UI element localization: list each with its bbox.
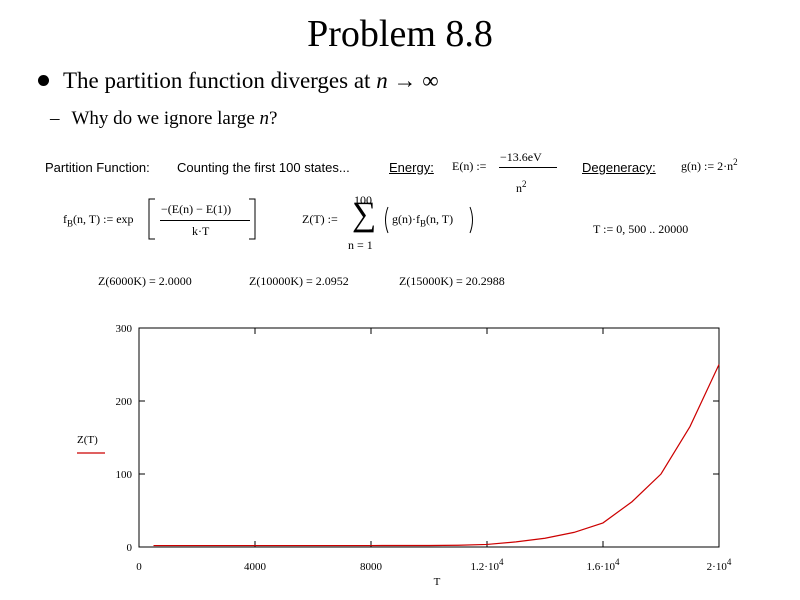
bullet-var-n: n bbox=[376, 68, 388, 93]
sum-symbol: ∑ bbox=[352, 196, 377, 233]
fb-numerator: −(E(n) − E(1)) bbox=[161, 202, 232, 216]
x-tick-label-16000: 1.6·104 bbox=[587, 557, 620, 573]
sub-bullet-question: ? bbox=[269, 108, 278, 129]
fb-denominator: k·T bbox=[192, 224, 210, 238]
result-z-10000: Z(10000K) = 2.0952 bbox=[249, 274, 349, 288]
sum-body: g(n)·fB(n, T) bbox=[392, 212, 454, 229]
energy-fraction-bar bbox=[499, 167, 557, 168]
result-z-6000: Z(6000K) = 2.0000 bbox=[98, 274, 192, 288]
fb-lhs: fB(n, T) := exp bbox=[63, 212, 134, 229]
sum-body-parens bbox=[385, 206, 473, 234]
slide-title: Problem 8.8 bbox=[307, 13, 493, 55]
partition-function-plot: 0 100 200 300 0 4000 8000 1.2·104 1.6·104 2·104 T Z… bbox=[77, 323, 732, 588]
sub-bullet-var-n: n bbox=[259, 108, 270, 129]
fb-fraction-bar bbox=[160, 220, 250, 221]
series-line-z bbox=[153, 364, 720, 547]
energy-lhs: E(n) := bbox=[452, 159, 487, 173]
result-z-15000: Z(15000K) = 20.2988 bbox=[399, 274, 505, 288]
energy-denominator: n2 bbox=[516, 179, 527, 195]
plot-frame bbox=[138, 327, 720, 548]
legend-label-z: Z(T) bbox=[77, 434, 98, 446]
energy-label: Energy: bbox=[389, 160, 434, 175]
sub-bullet-line: – Why do we ignore large n? bbox=[50, 108, 277, 130]
x-tick-label-8000: 8000 bbox=[360, 561, 383, 573]
x-tick-label-4000: 4000 bbox=[244, 561, 267, 573]
counting-states-label: Counting the first 100 states... bbox=[177, 160, 350, 175]
x-axis-label: T bbox=[434, 576, 441, 588]
y-tick-label-200: 200 bbox=[116, 396, 133, 408]
partition-function-label: Partition Function: bbox=[45, 160, 150, 175]
y-tick-label-300: 300 bbox=[116, 323, 133, 335]
t-range: T := 0, 500 .. 20000 bbox=[593, 222, 689, 236]
bullet-dot-icon bbox=[38, 75, 49, 87]
arrow-icon: → bbox=[393, 68, 417, 93]
x-tick-label-0: 0 bbox=[136, 561, 142, 573]
y-tick-label-100: 100 bbox=[116, 469, 133, 481]
sub-bullet-text: Why do we ignore large bbox=[71, 108, 255, 129]
z-lhs: Z(T) := bbox=[302, 212, 338, 226]
sum-upper-limit: 100 bbox=[354, 193, 372, 207]
infinity-symbol: ∞ bbox=[422, 68, 439, 93]
y-tick-label-0: 0 bbox=[127, 542, 133, 554]
sub-bullet-dash: – bbox=[50, 108, 60, 129]
bullet-line: The partition function diverges at n → ∞ bbox=[38, 68, 439, 94]
degeneracy-label: Degeneracy: bbox=[582, 160, 656, 175]
energy-numerator: −13.6eV bbox=[500, 150, 542, 164]
sum-lower-limit: n = 1 bbox=[348, 238, 373, 252]
degeneracy-expr: g(n) := 2·n2 bbox=[681, 157, 738, 173]
x-tick-label-12000: 1.2·104 bbox=[471, 557, 504, 573]
x-tick-label-20000: 2·104 bbox=[707, 557, 732, 573]
bullet-text: The partition function diverges at bbox=[63, 68, 371, 93]
fb-brackets bbox=[148, 198, 256, 240]
